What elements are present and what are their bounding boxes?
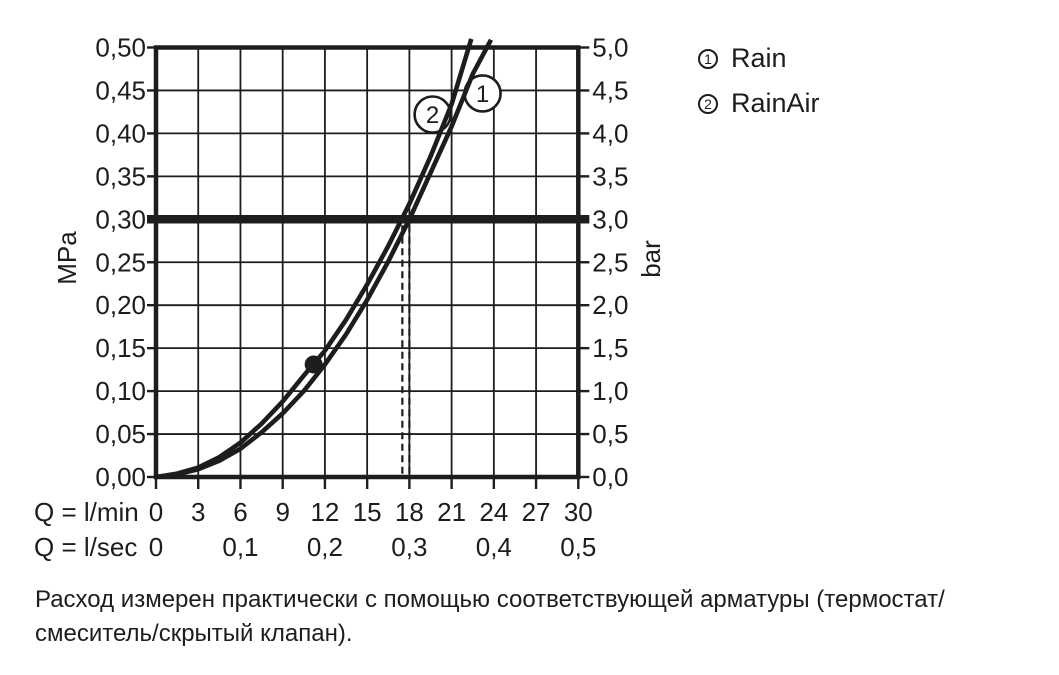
curve-rain: [155, 38, 494, 480]
y-tick-label-bar: 1,5: [592, 333, 628, 363]
y-tick-label-mpa: 0,50: [95, 33, 146, 63]
legend-label-rain: Rain: [731, 43, 787, 73]
legend-label-rainair: RainAir: [731, 88, 820, 118]
x-tick-label-lmin: 0: [149, 497, 163, 527]
y-tick-label-bar: 5,0: [592, 33, 628, 63]
legend-marker-circled-2-icon: 2: [698, 93, 718, 114]
x-tick-label-lmin: 24: [479, 497, 508, 527]
x-tick-label-lsec: 0,1: [222, 532, 258, 562]
legend: 1 Rain 2 RainAir: [698, 44, 820, 134]
y-tick-label-bar: 2,0: [592, 290, 628, 320]
caption: Расход измерен практически с помощью соо…: [35, 583, 945, 651]
y-axis-unit-mpa: MPa: [52, 231, 82, 285]
legend-marker-circled-1-icon: 1: [698, 48, 718, 69]
y-tick-label-bar: 0,5: [592, 419, 628, 449]
y-tick-label-bar: 4,5: [592, 75, 628, 105]
y-tick-label-mpa: 0,15: [95, 333, 146, 363]
legend-item-rainair: 2 RainAir: [698, 89, 820, 118]
y-axis-unit-bar: bar: [636, 240, 666, 278]
x-tick-label-lmin: 15: [353, 497, 382, 527]
x-tick-label-lmin: 18: [395, 497, 424, 527]
y-tick-label-bar: 1,0: [592, 376, 628, 406]
y-tick-label-mpa: 0,45: [95, 75, 146, 105]
y-tick-label-mpa: 0,20: [95, 290, 146, 320]
x-axis-unit-lsec: Q = l/sec: [34, 532, 137, 562]
y-tick-label-mpa: 0,35: [95, 161, 146, 191]
y-tick-label-mpa: 0,00: [95, 462, 146, 492]
x-tick-label-lmin: 9: [275, 497, 289, 527]
legend-item-rain: 1 Rain: [698, 44, 820, 73]
y-tick-label-mpa: 0,30: [95, 204, 146, 234]
y-tick-label-bar: 4,0: [592, 118, 628, 148]
y-tick-label-bar: 3,0: [592, 204, 628, 234]
x-axis-unit-lmin: Q = l/min: [34, 497, 139, 527]
y-tick-label-mpa: 0,05: [95, 419, 146, 449]
x-tick-label-lmin: 30: [564, 497, 593, 527]
y-tick-label-mpa: 0,10: [95, 376, 146, 406]
x-tick-label-lmin: 3: [191, 497, 205, 527]
caption-line-1: Расход измерен практически с помощью соо…: [35, 586, 945, 613]
x-tick-label-lsec: 0,2: [307, 532, 343, 562]
operating-point-dot: [304, 355, 323, 374]
x-tick-label-lsec: 0: [149, 532, 163, 562]
caption-line-2: смеситель/скрытый клапан).: [35, 620, 353, 647]
x-tick-label-lsec: 0,3: [391, 532, 427, 562]
curve-label-number-1: 1: [476, 81, 489, 108]
y-tick-label-mpa: 0,25: [95, 247, 146, 277]
x-tick-label-lmin: 27: [522, 497, 551, 527]
x-tick-label-lsec: 0,4: [476, 532, 512, 562]
x-tick-label-lsec: 0,5: [560, 532, 596, 562]
curve-label-number-2: 2: [426, 102, 439, 129]
flow-chart: 210,50 5,00,45 4,50,40 4,00,35 3,50,30 3,00,2…: [34, 33, 666, 563]
y-tick-label-bar: 0,0: [592, 462, 628, 492]
grid: [155, 46, 580, 478]
y-tick-label-bar: 2,5: [592, 247, 628, 277]
x-tick-label-lmin: 21: [437, 497, 466, 527]
x-tick-label-lmin: 6: [233, 497, 247, 527]
y-tick-label-bar: 3,5: [592, 161, 628, 191]
y-tick-label-mpa: 0,40: [95, 118, 146, 148]
x-tick-label-lmin: 12: [310, 497, 339, 527]
